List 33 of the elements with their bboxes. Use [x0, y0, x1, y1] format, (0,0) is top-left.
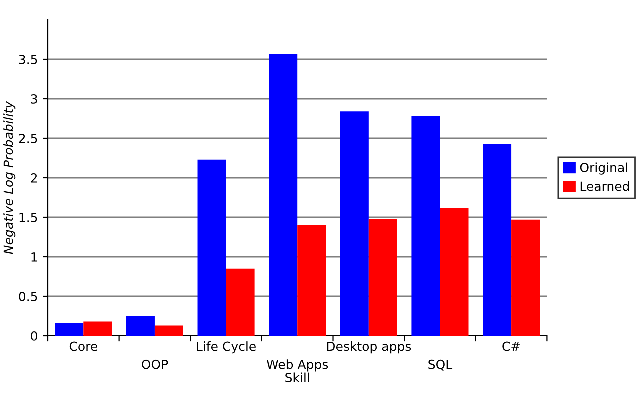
y-tick-label: 2.5 — [19, 134, 38, 144]
x-tick-label: C# — [502, 342, 520, 352]
y-tick-label: 2 — [31, 173, 38, 183]
bar — [340, 112, 369, 336]
bar — [198, 160, 226, 336]
x-axis-title: Skill — [286, 372, 310, 382]
bar — [269, 54, 298, 336]
bar — [483, 144, 512, 336]
bar — [368, 219, 398, 336]
bar — [298, 225, 326, 336]
y-tick-label: 3 — [31, 94, 38, 104]
x-tick-label: Web Apps — [266, 360, 328, 372]
legend-label: Original — [580, 162, 628, 175]
bar — [412, 116, 440, 336]
bar — [126, 316, 155, 336]
x-tick-label: Life Cycle — [197, 342, 256, 354]
x-tick-label: Desktop apps — [327, 342, 412, 354]
y-tick-label: 1 — [32, 252, 38, 262]
y-tick-label: 3.5 — [19, 54, 38, 64]
y-axis-title: Negative Log Probability — [4, 101, 16, 254]
bar — [226, 268, 255, 336]
bar — [512, 220, 540, 336]
y-tick-label: 0.5 — [19, 292, 38, 302]
bar — [55, 323, 84, 336]
bar — [440, 208, 469, 336]
x-tick-label: SQL — [428, 360, 453, 371]
x-tick-label: Core — [70, 342, 98, 352]
y-tick-label: 1.5 — [20, 213, 38, 222]
y-tick-label: 0 — [31, 331, 38, 341]
bar — [84, 322, 112, 336]
bar — [154, 326, 184, 336]
legend-label: Learned — [580, 182, 630, 192]
x-tick-label: OOP — [142, 360, 168, 370]
